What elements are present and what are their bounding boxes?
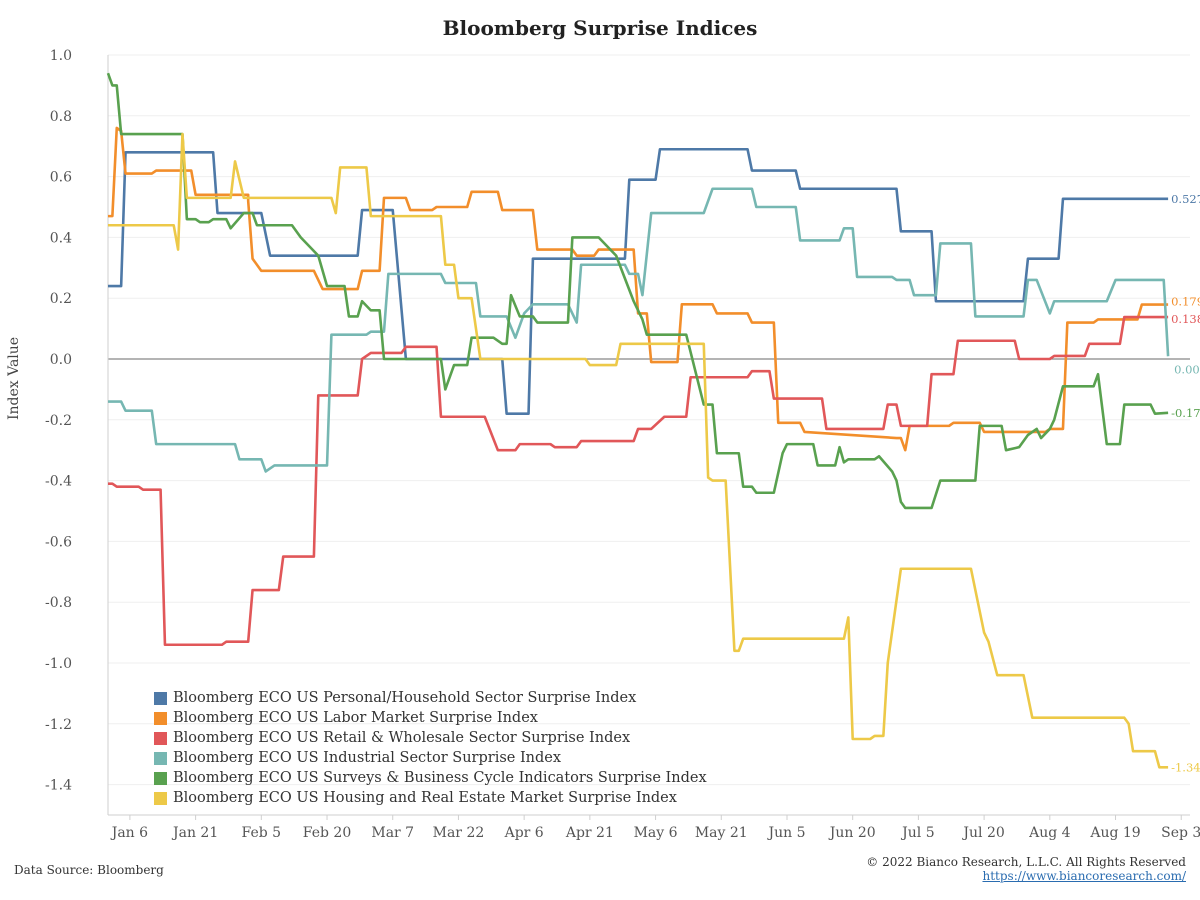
legend-label: Bloomberg ECO US Housing and Real Estate… <box>173 790 677 806</box>
x-tick-label: Jun 20 <box>828 825 876 841</box>
legend-label: Bloomberg ECO US Retail & Wholesale Sect… <box>173 730 631 746</box>
x-tick-label: Feb 20 <box>303 825 351 841</box>
x-tick-label: Jan 6 <box>110 825 148 841</box>
y-tick-label: 0.2 <box>50 291 72 307</box>
x-tick-label: Mar 7 <box>371 825 414 841</box>
series-end-label: -0.177 <box>1171 406 1200 420</box>
series-end-label: 0.009 <box>1174 362 1200 376</box>
series-lines <box>106 72 1170 769</box>
y-tick-label: -0.6 <box>45 534 72 550</box>
legend-item: Bloomberg ECO US Personal/Household Sect… <box>154 688 707 708</box>
legend-swatch <box>154 691 167 705</box>
series-end-label: 0.527 <box>1171 192 1200 206</box>
x-tick-label: Jan 21 <box>171 825 218 841</box>
legend-label: Bloomberg ECO US Labor Market Surprise I… <box>173 710 538 726</box>
legend-label: Bloomberg ECO US Industrial Sector Surpr… <box>173 750 562 766</box>
legend-item: Bloomberg ECO US Labor Market Surprise I… <box>154 708 707 728</box>
x-tick-label: Jun 5 <box>766 825 805 841</box>
legend-swatch <box>154 731 167 745</box>
series-end-label: 0.138 <box>1171 312 1200 326</box>
legend-item: Bloomberg ECO US Surveys & Business Cycl… <box>154 768 707 788</box>
y-tick-label: -1.0 <box>45 656 72 672</box>
y-tick-label: 0.4 <box>50 230 72 246</box>
legend-swatch <box>154 711 167 725</box>
x-tick-label: Aug 19 <box>1089 825 1140 841</box>
y-tick-label: -1.4 <box>45 778 72 794</box>
y-axis-label: Index Value <box>6 336 22 420</box>
legend-swatch <box>154 791 167 805</box>
y-tick-label: -0.4 <box>45 474 72 490</box>
y-tick-label: 0.0 <box>50 352 72 368</box>
series-end-label: 0.179 <box>1171 295 1200 309</box>
y-tick-label: -0.8 <box>45 595 72 611</box>
x-tick-label: Jul 5 <box>900 825 934 841</box>
series-end-label: -1.343 <box>1171 760 1200 774</box>
x-tick-label: Feb 5 <box>242 825 282 841</box>
series-line <box>108 315 1169 647</box>
y-tick-label: -1.2 <box>45 717 72 733</box>
series-line <box>108 147 1169 416</box>
gridlines <box>108 54 1190 786</box>
website-link[interactable]: https://www.biancoresearch.com/ <box>982 869 1186 883</box>
legend-item: Bloomberg ECO US Retail & Wholesale Sect… <box>154 728 707 748</box>
legend-label: Bloomberg ECO US Surveys & Business Cycl… <box>173 770 707 786</box>
copyright-text: © 2022 Bianco Research, L.L.C. All Right… <box>866 855 1186 869</box>
series-line <box>108 187 1170 473</box>
end-labels: 0.527 0.179 0.138 0.009 -0.177 -1.343 <box>1171 192 1200 774</box>
x-tick-label: Mar 22 <box>433 825 485 841</box>
x-tick-label: Jul 20 <box>961 825 1004 841</box>
y-tick-label: -0.2 <box>45 413 72 429</box>
y-tick-label: 0.8 <box>50 109 72 125</box>
y-tick-label: 1.0 <box>50 48 72 64</box>
x-tick-label: May 21 <box>695 825 748 841</box>
data-source: Data Source: Bloomberg <box>14 863 164 877</box>
x-tick-label: Apr 21 <box>565 825 614 841</box>
x-tick-label: Aug 4 <box>1028 825 1071 841</box>
legend-swatch <box>154 771 167 785</box>
legend-item: Bloomberg ECO US Housing and Real Estate… <box>154 788 707 808</box>
series-line <box>106 72 1169 510</box>
series-line <box>108 126 1169 452</box>
copyright-block: © 2022 Bianco Research, L.L.C. All Right… <box>866 855 1186 883</box>
legend-item: Bloomberg ECO US Industrial Sector Surpr… <box>154 748 707 768</box>
x-tick-label: May 6 <box>634 825 678 841</box>
axes: 1.0 0.8 0.6 0.4 0.2 0.0 -0.2 -0.4 -0.6 -0.8 -1.0 -1… <box>45 48 1200 841</box>
legend-swatch <box>154 751 167 765</box>
legend-label: Bloomberg ECO US Personal/Household Sect… <box>173 690 637 706</box>
y-tick-label: 0.6 <box>50 170 72 186</box>
x-tick-label: Apr 6 <box>504 825 544 841</box>
series-line <box>108 132 1169 769</box>
legend: Bloomberg ECO US Personal/Household Sect… <box>154 688 707 808</box>
x-tick-label: Sep 3 <box>1161 825 1200 841</box>
chart-title: Bloomberg Surprise Indices <box>442 16 758 40</box>
